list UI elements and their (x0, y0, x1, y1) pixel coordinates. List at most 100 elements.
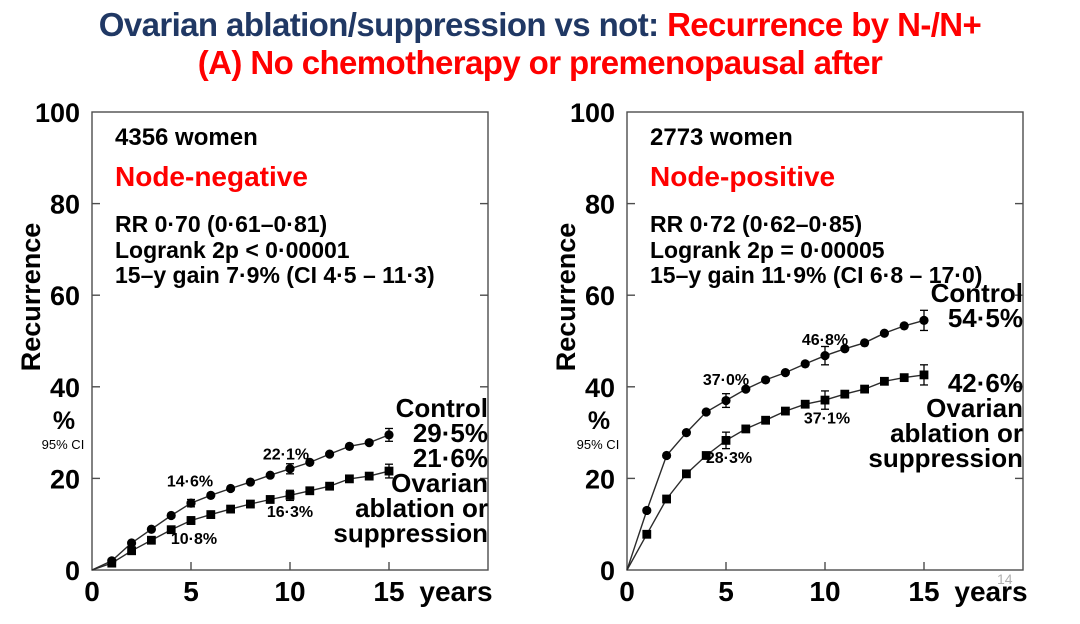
marker-circle (226, 483, 236, 494)
marker-square (265, 495, 275, 504)
stats-block-node-positive: 2773 women Node-positive RR 0·72 (0·62–0… (650, 124, 982, 289)
point-annotation: 37·1% (804, 411, 850, 428)
axes (91, 111, 489, 571)
marker-circle (919, 315, 929, 325)
marker-square (206, 510, 216, 519)
treatment-curve-label: 42·6% Ovarian ablation or suppression (868, 370, 1023, 473)
marker-square (880, 376, 889, 386)
marker-square (226, 504, 235, 514)
point-annotation: 14·6% (167, 474, 213, 491)
control-curve-label: Control 29·5% (395, 393, 488, 448)
rr-line: RR 0·72 (0·62–0·85) (650, 211, 863, 237)
y-axis-title: Recurrence (16, 223, 46, 372)
x-axis-title: years (419, 576, 492, 607)
page-number: 14 (997, 571, 1013, 587)
treatment-label-line2: ablation or (890, 418, 1023, 448)
chart-node-positive: 0 20 40 60 80 100 0 5 10 15 years Recurrence% 95% CI… (551, 100, 1028, 607)
treatment-label-line1: Ovarian (926, 393, 1023, 423)
marker-square (761, 415, 770, 425)
axis-labels: 0 20 40 60 80 100 0 5 10 15 years Recurrence% 95% CI (16, 100, 493, 607)
marker-circle (642, 505, 652, 516)
y-ci-label: 95% CI (42, 437, 85, 452)
treatment-end-value: 21·6% (412, 443, 488, 473)
marker-square (166, 525, 176, 535)
marker-circle (325, 449, 335, 459)
slide-title: Ovarian ablation/suppression vs not: Rec… (0, 6, 1080, 82)
stat-lines: RR 0·72 (0·62–0·85) Logrank 2p = 0·00005… (650, 211, 982, 289)
series-treatment (626, 364, 929, 571)
x-tick-label: 5 (718, 576, 734, 607)
marker-square (800, 399, 810, 409)
title-line1-red-text: Recurrence by N-/N+ (667, 6, 982, 43)
panel-node-positive: 0 20 40 60 80 100 0 5 10 15 years Recurrence% 95% CI… (545, 100, 1045, 624)
chart-node-negative: 0 20 40 60 80 100 0 5 10 15 years Recurrence% 95% CI… (16, 100, 493, 607)
rr-line: RR 0·70 (0·61–0·81) (115, 211, 328, 237)
y-tick-label: 80 (50, 190, 80, 220)
marker-circle (800, 359, 810, 369)
title-line-1: Ovarian ablation/suppression vs not: Rec… (0, 6, 1080, 44)
marker-square (919, 370, 929, 380)
marker-circle (820, 351, 830, 361)
subset-label: Node-positive (650, 161, 836, 192)
treatment-curve-label: 21·6% Ovarian ablation or suppression (333, 443, 488, 546)
marker-square (820, 395, 830, 405)
control-label: Control (395, 393, 488, 423)
y-axis-title: Recurrence (551, 223, 581, 372)
y-tick-label: 20 (50, 464, 80, 494)
n-women-label: 4356 women (115, 124, 258, 151)
marker-square (186, 516, 196, 525)
control-end-value: 29·5% (412, 418, 488, 448)
marker-circle (681, 428, 691, 438)
x-axis-title: years (954, 576, 1027, 607)
y-tick-label: 40 (585, 373, 615, 403)
marker-square (899, 373, 909, 383)
x-tick-label: 15 (908, 576, 939, 607)
y-tick-label: 100 (570, 100, 615, 128)
x-tick-label: 0 (619, 576, 635, 607)
point-annotation: 22·1% (263, 446, 309, 463)
marker-circle (245, 477, 255, 487)
treatment-label-line3: suppression (868, 443, 1023, 473)
series-line (626, 374, 925, 571)
marker-circle (879, 328, 889, 338)
marker-circle (384, 430, 394, 440)
marker-circle (840, 344, 850, 354)
marker-square (682, 469, 691, 479)
stats-block-node-negative: 4356 women Node-negative RR 0·70 (0·61–0… (115, 124, 435, 289)
marker-circle (741, 384, 751, 394)
series-control (626, 309, 929, 571)
marker-square (127, 546, 136, 556)
point-annotation: 28·3% (706, 450, 752, 467)
marker-square (384, 466, 394, 476)
y-unit-label: % (588, 407, 610, 435)
y-tick-label: 60 (50, 281, 80, 311)
panel-node-negative: 0 20 40 60 80 100 0 5 10 15 years Recurrence% 95% CI… (10, 100, 510, 624)
marker-circle (265, 470, 275, 480)
y-tick-label: 100 (35, 100, 80, 128)
control-label: Control (930, 278, 1023, 308)
y-ci-label: 95% CI (577, 437, 620, 452)
x-tick-label: 0 (84, 576, 100, 607)
marker-circle (662, 450, 672, 461)
marker-square (364, 471, 374, 481)
marker-square (642, 529, 652, 539)
marker-circle (860, 338, 870, 348)
marker-circle (364, 438, 374, 448)
marker-circle (127, 538, 137, 548)
marker-square (285, 490, 295, 500)
subset-label: Node-negative (115, 161, 308, 192)
series-treatment (91, 463, 394, 571)
control-curve-label: Control 54·5% (930, 278, 1023, 331)
title-line-2: (A) No chemotherapy or premenopausal aft… (197, 44, 883, 81)
x-tick-label: 10 (809, 576, 840, 607)
marker-square (840, 389, 850, 399)
y-tick-label: 0 (600, 556, 615, 586)
marker-circle (166, 510, 176, 521)
logrank-line: Logrank 2p < 0·00001 (115, 236, 350, 263)
y-tick-label: 20 (585, 464, 615, 494)
marker-square (147, 535, 156, 545)
marker-square (107, 558, 117, 568)
stat-lines: RR 0·70 (0·61–0·81) Logrank 2p < 0·00001… (115, 211, 435, 289)
x-tick-label: 10 (274, 576, 305, 607)
y-tick-label: 60 (585, 281, 615, 311)
